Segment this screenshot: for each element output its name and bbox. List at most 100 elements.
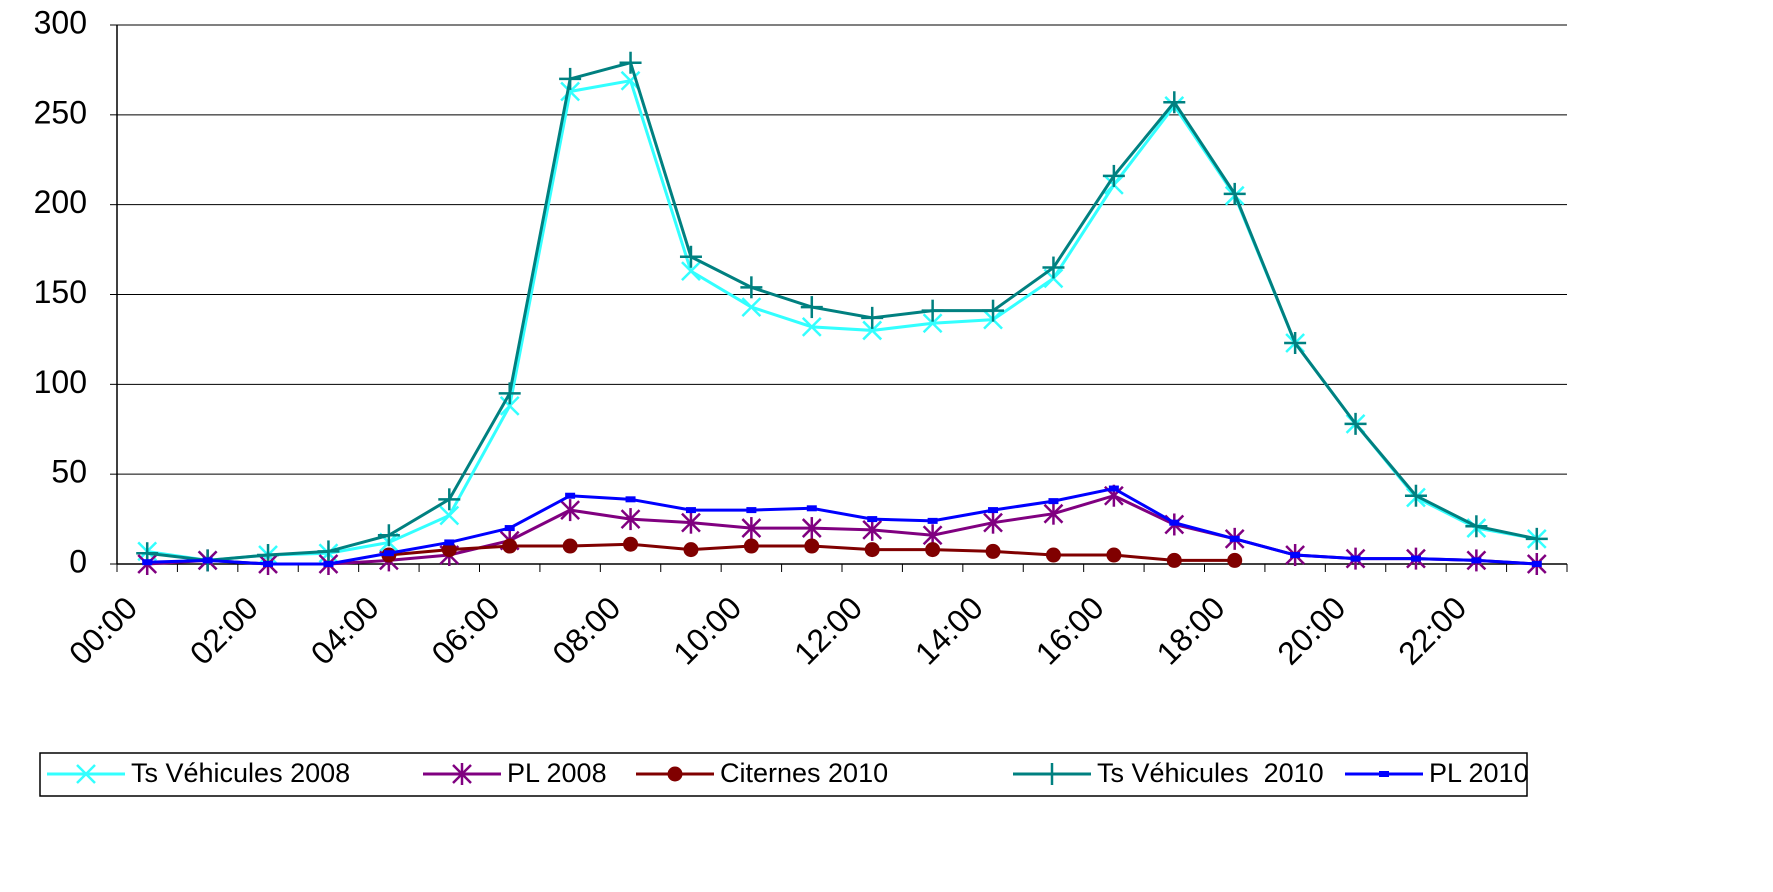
marker-dot [1106,547,1122,563]
marker [620,508,641,531]
marker [439,505,460,526]
marker [1284,332,1307,355]
marker [1169,519,1180,526]
marker [921,299,944,322]
marker [263,561,274,567]
marker [1379,771,1389,777]
marker [685,507,696,514]
marker [1344,412,1367,435]
x-tick-label: 14:00 [908,589,990,671]
marker [1042,256,1065,279]
marker-dash [1290,552,1301,559]
x-tick-label: 02:00 [183,589,265,671]
y-tick-label: 250 [34,94,87,130]
marker [982,299,1005,322]
marker [985,543,1001,559]
marker [1041,763,1063,785]
y-tick-label: 0 [69,543,87,579]
marker [1410,555,1421,562]
marker [1227,552,1243,568]
marker-stroke [801,316,822,337]
series-line [147,494,1537,566]
series-line [146,78,1538,562]
marker [383,550,394,557]
marker [741,297,762,317]
series-line [147,60,1538,562]
marker-dot [985,543,1001,559]
marker [867,516,878,523]
marker-dot [562,538,578,554]
marker-dash [142,559,153,566]
x-tick-label: 12:00 [787,589,869,671]
marker [1045,547,1061,563]
marker-dash [1169,519,1180,526]
marker-dash [1410,555,1421,562]
marker-dash [323,561,334,567]
marker-dash [1471,557,1482,564]
marker-dot [623,536,639,552]
marker [562,538,578,554]
marker-dash [504,525,515,532]
marker [679,245,702,268]
marker [667,766,683,782]
marker [1102,164,1125,187]
marker [625,496,636,503]
marker-dash [927,517,938,524]
marker [441,542,457,558]
marker-dash [202,557,213,564]
marker-dash [383,550,394,557]
marker [1290,552,1301,559]
marker [800,296,823,319]
series-line [147,486,1537,566]
marker-dash [1108,485,1119,492]
marker-dot [667,766,683,782]
x-tick-label: 18:00 [1150,589,1232,671]
marker-dot [683,542,699,558]
marker [619,51,642,74]
marker-stroke [499,396,520,416]
marker [560,499,581,522]
marker-dot [1227,552,1243,568]
marker-dash [625,496,636,503]
marker [438,488,461,511]
x-tick-label: 00:00 [62,589,144,671]
marker [864,542,880,558]
marker [806,505,817,512]
marker [862,518,883,541]
marker-dash [806,505,817,512]
marker-dash [1229,535,1240,542]
marker [743,538,759,554]
marker-dot [804,538,820,554]
marker-stroke [76,764,96,784]
y-tick-label: 100 [34,364,87,400]
marker-stroke [922,313,943,334]
marker-dot [925,542,941,558]
marker-stroke [439,505,460,526]
y-tick-label: 150 [34,274,87,310]
marker [1223,182,1246,205]
marker [502,538,518,554]
marker [1163,91,1186,114]
marker [861,306,884,329]
legend-label: PL 2008 [507,758,607,788]
marker [1471,557,1482,564]
marker [623,536,639,552]
marker-dash [263,561,274,567]
marker [862,320,883,341]
marker-dash [444,539,455,546]
marker [983,511,1003,534]
marker [804,538,820,554]
marker-stroke [681,261,701,282]
marker-dot [1045,547,1061,563]
marker [1048,498,1059,505]
marker [746,507,757,514]
marker-dot [441,542,457,558]
legend-label: Citernes 2010 [720,758,888,788]
marker-stroke [862,320,883,341]
marker [922,313,943,334]
legend: Ts Véhicules 2008 PL 2008 Citernes 2010 Ts … [39,752,1529,797]
x-tick-label: 16:00 [1029,589,1111,671]
marker-dash [1048,498,1059,505]
marker [377,524,400,547]
